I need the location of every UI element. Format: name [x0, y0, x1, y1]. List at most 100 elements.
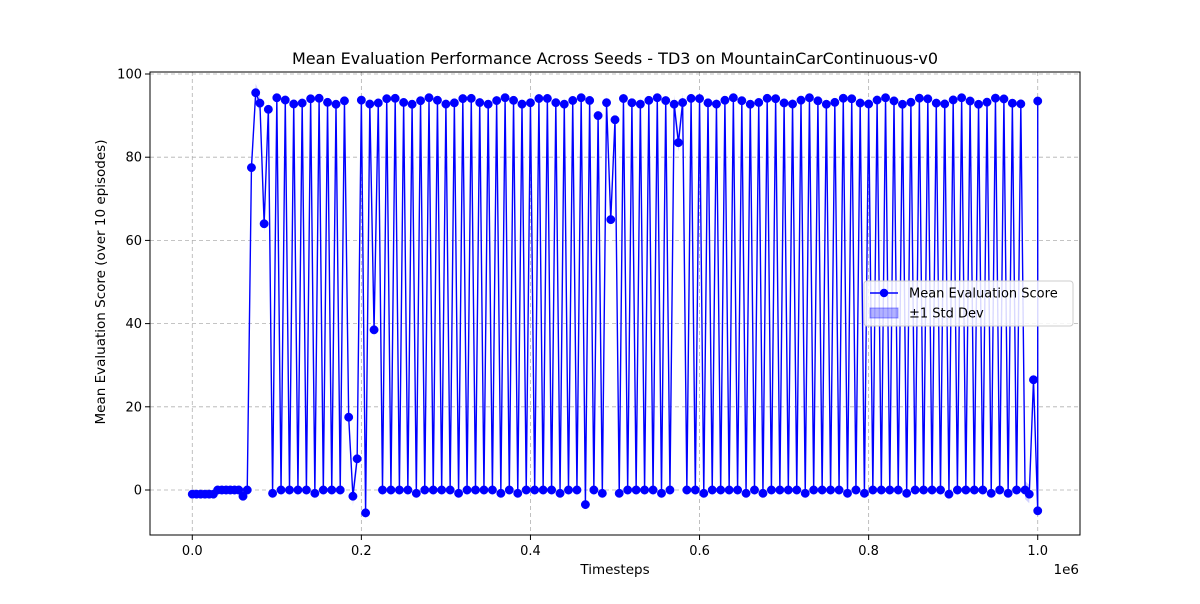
- data-point: [982, 97, 992, 107]
- data-point: [974, 99, 983, 109]
- data-point: [847, 94, 857, 104]
- data-point: [289, 99, 299, 109]
- data-point: [902, 488, 912, 498]
- data-point: [965, 96, 975, 106]
- data-point: [682, 485, 692, 495]
- data-point: [648, 485, 658, 495]
- ticks-layer: 0.0 0.2 0.4 0.6 0.8 1.0 0 20 40 60 80 100: [117, 68, 1048, 560]
- data-point: [741, 488, 751, 498]
- data-point: [399, 98, 409, 107]
- data-point: [957, 93, 967, 103]
- data-point: [555, 488, 565, 498]
- data-point: [733, 485, 743, 495]
- data-point: [640, 485, 650, 495]
- data-point: [712, 99, 721, 109]
- data-point: [1033, 506, 1043, 516]
- data-point: [830, 97, 840, 107]
- data-point: [597, 488, 607, 498]
- data-point: [1033, 96, 1043, 106]
- data-point: [631, 485, 641, 495]
- data-point: [424, 93, 434, 103]
- data-point: [526, 98, 535, 108]
- data-point: [969, 485, 979, 495]
- data-point: [445, 485, 455, 495]
- data-point: [944, 489, 954, 499]
- x-tick-label: 1.0: [1027, 544, 1048, 559]
- data-point: [961, 485, 971, 495]
- data-point: [1003, 488, 1013, 498]
- data-point: [492, 96, 502, 106]
- data-point: [923, 94, 933, 104]
- data-point: [242, 485, 252, 495]
- data-point: [285, 485, 294, 495]
- data-point: [251, 88, 261, 98]
- data-point: [454, 488, 464, 498]
- data-point: [889, 96, 899, 106]
- data-point: [386, 485, 396, 495]
- data-point: [779, 98, 789, 108]
- data-point: [534, 94, 544, 103]
- data-point: [538, 485, 548, 495]
- data-point: [572, 485, 582, 495]
- data-point: [859, 488, 869, 498]
- data-point: [331, 99, 341, 109]
- data-point: [885, 485, 895, 495]
- data-point: [314, 93, 324, 103]
- data-point: [948, 95, 958, 105]
- data-point: [627, 98, 637, 108]
- data-point: [369, 325, 379, 335]
- data-point: [821, 99, 831, 109]
- data-point: [471, 485, 480, 495]
- data-point: [906, 97, 916, 107]
- data-point: [864, 99, 874, 109]
- data-point: [352, 454, 362, 464]
- data-point: [775, 485, 785, 495]
- data-point: [394, 485, 404, 495]
- data-point: [834, 485, 844, 495]
- data-point: [673, 138, 683, 148]
- data-point: [293, 485, 303, 495]
- data-point: [995, 485, 1005, 495]
- data-point: [323, 97, 332, 107]
- data-point: [703, 98, 713, 108]
- data-point: [952, 485, 962, 495]
- data-point: [585, 96, 595, 105]
- axes-layer: [149, 71, 1081, 536]
- data-point: [1024, 489, 1034, 499]
- y-tick-label: 80: [125, 151, 142, 166]
- data-point: [479, 485, 489, 495]
- data-point: [348, 491, 358, 501]
- data-point: [504, 485, 514, 495]
- data-point: [881, 93, 890, 103]
- data-point: [1007, 98, 1017, 108]
- legend-band-swatch: [869, 307, 899, 319]
- data-point: [614, 488, 624, 498]
- data-point: [403, 485, 413, 495]
- data-point: [589, 485, 599, 495]
- data-point: [720, 95, 730, 105]
- data-point: [568, 96, 578, 105]
- data-point: [441, 99, 451, 109]
- legend: Mean Evaluation Score ±1 Std Dev: [863, 280, 1074, 327]
- data-point: [788, 99, 797, 109]
- x-tick-label: 0.2: [351, 544, 372, 559]
- legend-marker-swatch: [879, 288, 889, 298]
- data-point: [728, 93, 738, 103]
- y-tick-label: 60: [125, 234, 142, 249]
- data-point: [513, 488, 523, 498]
- data-point: [576, 93, 586, 103]
- data-point: [868, 485, 878, 495]
- data-point: [986, 488, 996, 498]
- data-point: [382, 94, 392, 104]
- data-point: [500, 93, 510, 103]
- y-axis-label: Mean Evaluation Score (over 10 episodes): [93, 140, 109, 425]
- x-tick-label: 0.0: [182, 544, 203, 559]
- data-point: [919, 485, 929, 495]
- data-point: [462, 485, 472, 495]
- data-point: [838, 93, 848, 103]
- data-point: [259, 219, 269, 229]
- data-point: [276, 485, 286, 495]
- data-point: [910, 485, 920, 495]
- data-point: [407, 99, 417, 109]
- data-point: [517, 99, 527, 109]
